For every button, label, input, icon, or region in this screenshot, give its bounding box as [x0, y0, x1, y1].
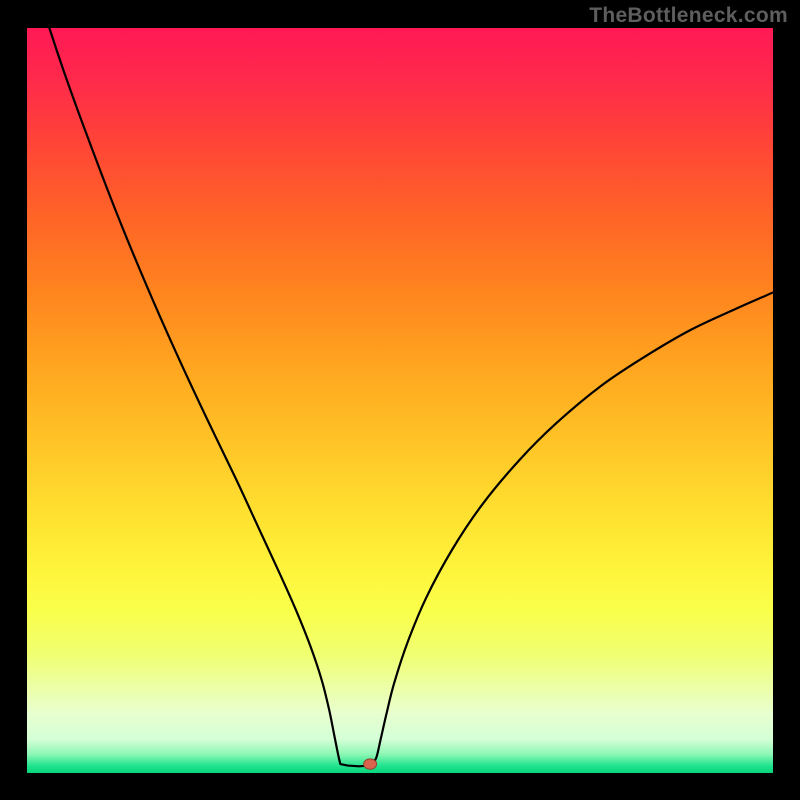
watermark-text: TheBottleneck.com — [589, 4, 788, 28]
plot-svg — [27, 28, 773, 773]
optimal-point-marker — [364, 759, 377, 769]
plot-area — [27, 28, 773, 773]
chart-canvas: TheBottleneck.com — [0, 0, 800, 800]
